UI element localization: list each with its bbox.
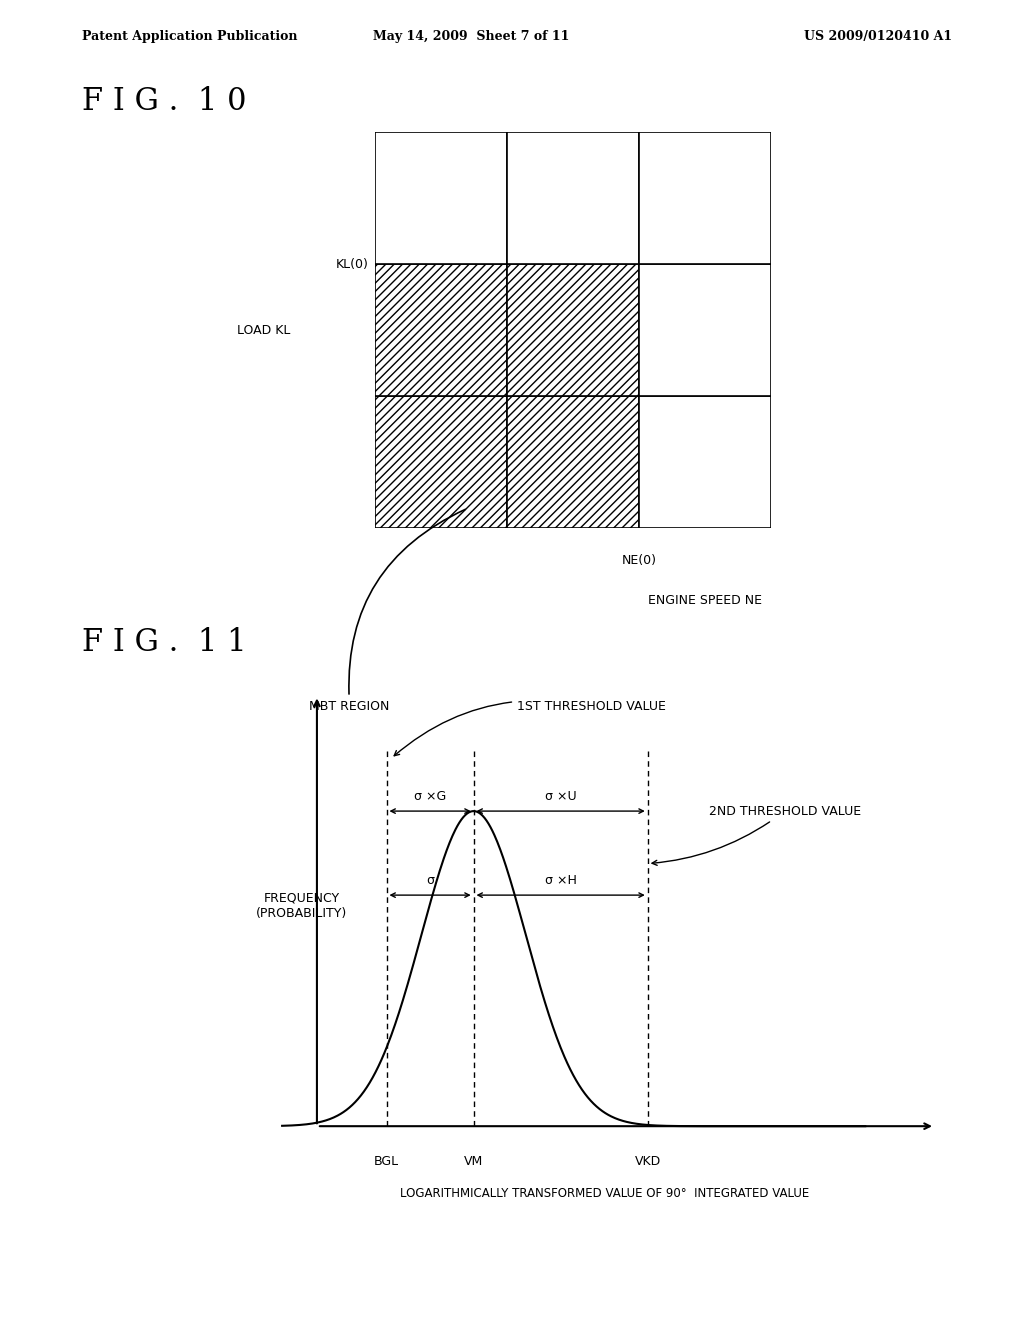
Bar <box>639 132 771 264</box>
Text: BGL: BGL <box>374 1155 399 1168</box>
Bar <box>376 396 508 528</box>
Text: LOAD KL: LOAD KL <box>237 323 290 337</box>
Text: KL(0): KL(0) <box>336 257 369 271</box>
Text: σ ×U: σ ×U <box>545 791 577 803</box>
Text: MBT REGION: MBT REGION <box>309 510 465 713</box>
Text: US 2009/0120410 A1: US 2009/0120410 A1 <box>804 30 952 44</box>
Text: NE(0): NE(0) <box>622 554 657 568</box>
Text: VM: VM <box>464 1155 483 1168</box>
Bar <box>639 396 771 528</box>
Text: FREQUENCY
(PROBABILITY): FREQUENCY (PROBABILITY) <box>256 891 347 920</box>
Text: σ ×G: σ ×G <box>414 791 446 803</box>
Bar <box>508 264 639 396</box>
Bar <box>376 132 508 264</box>
Text: 2ND THRESHOLD VALUE: 2ND THRESHOLD VALUE <box>652 805 861 866</box>
Text: Patent Application Publication: Patent Application Publication <box>82 30 297 44</box>
Text: 1ST THRESHOLD VALUE: 1ST THRESHOLD VALUE <box>394 700 666 756</box>
Bar <box>376 264 508 396</box>
Text: F I G .  1 0: F I G . 1 0 <box>82 86 247 116</box>
Text: VKD: VKD <box>635 1155 660 1168</box>
Text: ENGINE SPEED NE: ENGINE SPEED NE <box>648 594 763 607</box>
Text: F I G .  1 1: F I G . 1 1 <box>82 627 247 657</box>
Text: LOGARITHMICALLY TRANSFORMED VALUE OF 90°  INTEGRATED VALUE: LOGARITHMICALLY TRANSFORMED VALUE OF 90°… <box>399 1187 809 1200</box>
Text: σ ×H: σ ×H <box>545 874 577 887</box>
Text: May 14, 2009  Sheet 7 of 11: May 14, 2009 Sheet 7 of 11 <box>373 30 569 44</box>
Bar <box>639 264 771 396</box>
Text: σ: σ <box>426 874 434 887</box>
Bar <box>508 132 639 264</box>
Bar <box>508 396 639 528</box>
